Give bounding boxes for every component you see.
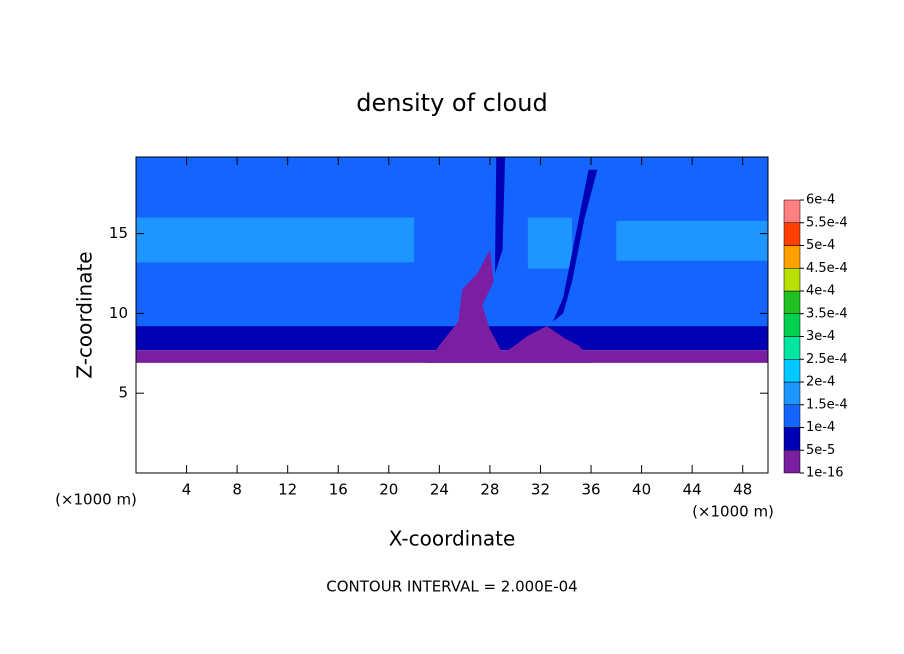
x-axis-label: X-coordinate <box>389 527 516 551</box>
contour-region <box>553 169 598 322</box>
colorbar-swatch <box>783 222 801 246</box>
x-tick-label: 8 <box>232 481 242 499</box>
colorbar-swatch <box>783 359 801 383</box>
colorbar-label: 1e-16 <box>806 466 844 481</box>
x-tick-label: 24 <box>430 481 449 499</box>
colorbar-swatch <box>783 450 801 474</box>
x-tick-label: 36 <box>581 481 600 499</box>
y-axis-label: Z-coordinate <box>73 251 97 378</box>
chart-title: density of cloud <box>356 89 547 117</box>
footnote: CONTOUR INTERVAL = 2.000E-04 <box>326 578 577 596</box>
contour-region <box>494 157 506 274</box>
x-tick-label: 12 <box>278 481 297 499</box>
x-tick-label: 4 <box>182 481 192 499</box>
y-tick-label: 15 <box>109 224 128 242</box>
contour-band <box>616 220 768 261</box>
colorbar-label: 1e-4 <box>806 420 835 435</box>
x-tick-label: 44 <box>683 481 702 499</box>
contour-band <box>527 217 573 269</box>
colorbar-swatch <box>783 427 801 451</box>
colorbar-swatch <box>783 336 801 360</box>
colorbar-label: 5e-5 <box>806 443 835 458</box>
colorbar-swatch <box>783 245 801 269</box>
colorbar-label: 5e-4 <box>806 238 835 253</box>
contour-region <box>426 249 592 363</box>
colorbar-swatch <box>783 290 801 314</box>
x-tick-label: 48 <box>733 481 752 499</box>
plot-frame <box>135 156 769 474</box>
colorbar-label: 1.5e-4 <box>806 397 848 412</box>
colorbar-label: 2e-4 <box>806 375 835 390</box>
y-tick-label: 10 <box>109 304 128 322</box>
colorbar-label: 6e-4 <box>806 193 835 208</box>
colorbar-swatch <box>783 404 801 428</box>
colorbar-swatch <box>783 381 801 405</box>
colorbar-label: 2.5e-4 <box>806 352 848 367</box>
contour-field <box>136 157 768 363</box>
x-tick-label: 20 <box>379 481 398 499</box>
y-tick-label: 5 <box>118 384 128 402</box>
contour-band <box>237 225 415 250</box>
x-tick-label: 32 <box>531 481 550 499</box>
colorbar-label: 4.5e-4 <box>806 261 848 276</box>
x-unit-label: (×1000 m) <box>55 491 137 509</box>
colorbar-swatch <box>783 313 801 337</box>
colorbar-label: 3.5e-4 <box>806 306 848 321</box>
x-tick-label: 16 <box>329 481 348 499</box>
colorbar-swatch <box>783 199 801 223</box>
x-unit-label: (×1000 m) <box>692 503 774 521</box>
x-tick-label: 40 <box>632 481 651 499</box>
colorbar-label: 3e-4 <box>806 329 835 344</box>
x-tick-label: 28 <box>480 481 499 499</box>
colorbar-label: 5.5e-4 <box>806 215 848 230</box>
colorbar-swatch <box>783 268 801 292</box>
colorbar-label: 4e-4 <box>806 284 835 299</box>
